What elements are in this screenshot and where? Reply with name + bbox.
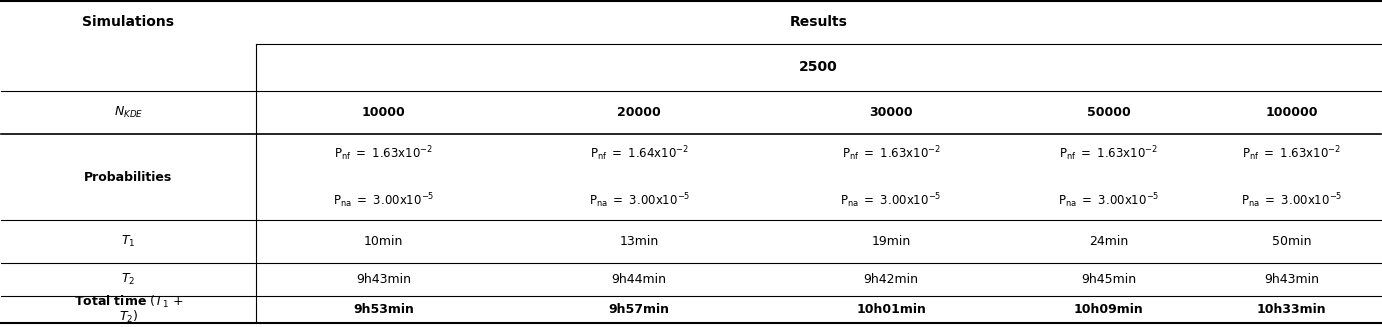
Text: $\mathrm{P_{nf}}\ =\ 1.63\mathrm{x}10^{-2}$: $\mathrm{P_{nf}}\ =\ 1.63\mathrm{x}10^{-… — [334, 145, 434, 164]
Text: $\mathrm{P_{na}}\ =\ 3.00\mathrm{x}10^{-5}$: $\mathrm{P_{na}}\ =\ 3.00\mathrm{x}10^{-… — [1057, 191, 1159, 210]
Text: $\mathrm{P_{nf}}\ =\ 1.64\mathrm{x}10^{-2}$: $\mathrm{P_{nf}}\ =\ 1.64\mathrm{x}10^{-… — [590, 145, 688, 164]
Text: $\mathrm{P_{nf}}\ =\ 1.63\mathrm{x}10^{-2}$: $\mathrm{P_{nf}}\ =\ 1.63\mathrm{x}10^{-… — [1242, 145, 1341, 164]
Text: 50min: 50min — [1271, 235, 1312, 248]
Text: 9h43min: 9h43min — [357, 273, 412, 286]
Text: 9h42min: 9h42min — [864, 273, 919, 286]
Text: 10h33min: 10h33min — [1256, 303, 1327, 316]
Text: $T_1$: $T_1$ — [122, 234, 135, 249]
Text: 10000: 10000 — [362, 106, 406, 119]
Text: 19min: 19min — [872, 235, 911, 248]
Text: $\mathbf{Total\ time}\ \mathit{(T_1}$ +: $\mathbf{Total\ time}\ \mathit{(T_1}$ + — [73, 294, 182, 310]
Text: 50000: 50000 — [1086, 106, 1130, 119]
Text: 9h44min: 9h44min — [612, 273, 666, 286]
Text: 9h57min: 9h57min — [608, 303, 670, 316]
Text: 30000: 30000 — [869, 106, 914, 119]
Text: 24min: 24min — [1089, 235, 1128, 248]
Text: $\mathit{T_2)}$: $\mathit{T_2)}$ — [119, 309, 138, 325]
Text: 10h09min: 10h09min — [1074, 303, 1143, 316]
Text: 9h43min: 9h43min — [1265, 273, 1318, 286]
Text: 9h53min: 9h53min — [354, 303, 415, 316]
Text: Results: Results — [789, 15, 847, 29]
Text: $\mathrm{P_{na}}\ =\ 3.00\mathrm{x}10^{-5}$: $\mathrm{P_{na}}\ =\ 3.00\mathrm{x}10^{-… — [840, 191, 943, 210]
Text: $\mathrm{P_{nf}}\ =\ 1.63\mathrm{x}10^{-2}$: $\mathrm{P_{nf}}\ =\ 1.63\mathrm{x}10^{-… — [1059, 145, 1158, 164]
Text: $N_{KDE}$: $N_{KDE}$ — [113, 105, 144, 120]
Text: $\mathrm{P_{na}}\ =\ 3.00\mathrm{x}10^{-5}$: $\mathrm{P_{na}}\ =\ 3.00\mathrm{x}10^{-… — [589, 191, 690, 210]
Text: 100000: 100000 — [1266, 106, 1318, 119]
Text: Probabilities: Probabilities — [84, 171, 173, 184]
Text: 9h45min: 9h45min — [1081, 273, 1136, 286]
Text: $T_2$: $T_2$ — [122, 272, 135, 287]
Text: $\mathrm{P_{na}}\ =\ 3.00\mathrm{x}10^{-5}$: $\mathrm{P_{na}}\ =\ 3.00\mathrm{x}10^{-… — [333, 191, 434, 210]
Text: 2500: 2500 — [799, 60, 837, 75]
Text: $\mathrm{P_{na}}\ =\ 3.00\mathrm{x}10^{-5}$: $\mathrm{P_{na}}\ =\ 3.00\mathrm{x}10^{-… — [1241, 191, 1342, 210]
Text: Simulations: Simulations — [83, 15, 174, 29]
Text: 20000: 20000 — [618, 106, 661, 119]
Text: 13min: 13min — [619, 235, 659, 248]
Text: 10h01min: 10h01min — [857, 303, 926, 316]
Text: $\mathrm{P_{nf}}\ =\ 1.63\mathrm{x}10^{-2}$: $\mathrm{P_{nf}}\ =\ 1.63\mathrm{x}10^{-… — [842, 145, 941, 164]
Text: 10min: 10min — [363, 235, 404, 248]
